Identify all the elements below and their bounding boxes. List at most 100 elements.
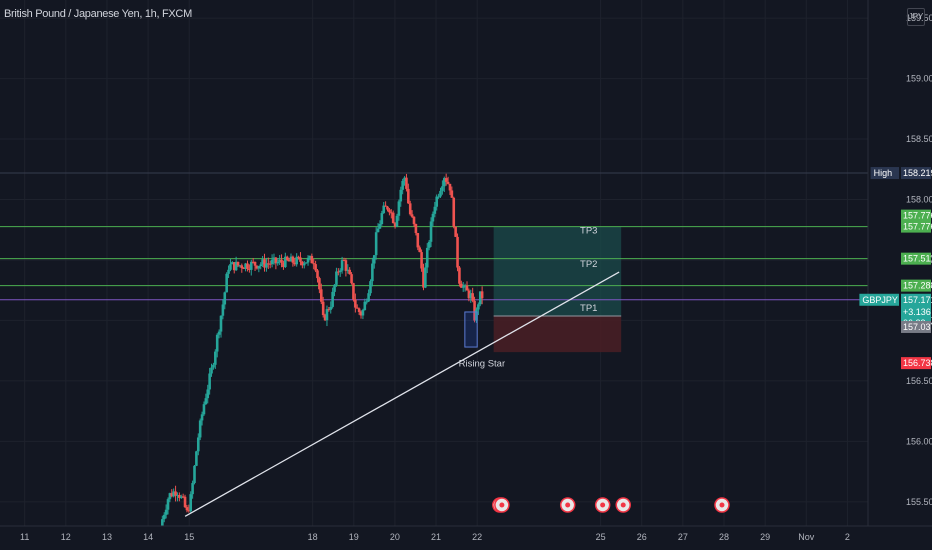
x-tick-label: 2 xyxy=(845,532,850,542)
x-tick-label: 27 xyxy=(678,532,688,542)
candle-body xyxy=(439,190,442,197)
candle-body xyxy=(232,262,236,271)
candle-body xyxy=(350,274,353,284)
candle-body xyxy=(467,290,471,299)
candle-body xyxy=(460,283,463,288)
y-tick-label: 159.000 xyxy=(906,74,932,84)
price-label-text: 158.219 xyxy=(903,168,932,178)
candle-body xyxy=(414,224,418,233)
candle-body xyxy=(401,180,404,190)
candle-body xyxy=(407,188,410,204)
price-label-text: 156.738 xyxy=(903,358,932,368)
candle-body xyxy=(424,267,427,288)
candle-body xyxy=(183,496,187,508)
annotation-rising-star: Rising Star xyxy=(459,358,505,369)
candle-body xyxy=(295,256,298,265)
candle-body xyxy=(302,263,306,266)
candle-body xyxy=(416,232,420,248)
candle-body xyxy=(471,293,474,301)
candle-body xyxy=(195,451,198,466)
candle-body xyxy=(399,189,403,202)
candle-body xyxy=(191,483,194,495)
candle-body xyxy=(210,367,213,374)
candle-body xyxy=(178,494,181,498)
annotation-tp1: TP1 xyxy=(580,303,597,314)
x-tick-label: 11 xyxy=(20,532,29,542)
candle-body xyxy=(287,259,291,262)
candle-body xyxy=(444,178,448,182)
candle-body xyxy=(367,293,370,302)
x-tick-label: 14 xyxy=(143,532,153,542)
candle-body xyxy=(280,259,283,263)
candle-body xyxy=(200,414,204,421)
candle-body xyxy=(242,268,245,270)
candle-body xyxy=(217,331,221,335)
candle-body xyxy=(397,201,401,216)
candle-body xyxy=(170,493,174,497)
candle-body xyxy=(202,404,206,415)
candle-body xyxy=(162,514,166,520)
candle-body xyxy=(316,270,319,279)
stop-zone xyxy=(493,315,622,353)
price-label-text: 157.037 xyxy=(903,322,932,332)
candle-body xyxy=(282,262,285,268)
candle-body xyxy=(263,259,266,268)
candle-body xyxy=(446,181,450,184)
candle-body xyxy=(448,183,452,191)
x-tick-label: 28 xyxy=(719,532,729,542)
candle-body xyxy=(463,285,467,287)
currency-button[interactable]: JPY xyxy=(907,8,925,26)
price-label xyxy=(901,209,931,222)
candle-body xyxy=(333,284,336,292)
candle-body xyxy=(435,196,439,207)
candle-body xyxy=(204,398,208,405)
candle-body xyxy=(229,264,232,270)
y-tick-label: 155.500 xyxy=(906,497,932,507)
price-tag-text: GBPJPY xyxy=(862,295,898,305)
x-tick-label: 12 xyxy=(61,532,71,542)
candle-body xyxy=(255,265,259,269)
candle-body xyxy=(168,493,172,500)
event-marker-icon xyxy=(494,497,510,513)
candle-body xyxy=(456,236,459,268)
candle-body xyxy=(408,203,412,215)
candle-body xyxy=(391,212,395,224)
candle-body xyxy=(172,491,175,497)
time-axis xyxy=(0,526,932,550)
candle-body xyxy=(312,263,316,265)
x-tick-label: 20 xyxy=(390,532,400,542)
pattern-box xyxy=(464,311,478,348)
candle-body xyxy=(321,301,325,316)
candle-body xyxy=(193,465,196,484)
candle-body xyxy=(442,178,446,187)
candle-body xyxy=(429,221,433,242)
candle-body xyxy=(365,301,368,303)
candle-body xyxy=(355,307,359,309)
candle-body xyxy=(374,232,378,256)
candle-body xyxy=(389,212,393,214)
candle-body xyxy=(378,223,382,229)
candle-body xyxy=(361,310,365,316)
candle-body xyxy=(314,264,317,271)
candle-body xyxy=(388,209,391,213)
candle-body xyxy=(225,273,228,293)
chart-title: British Pound / Japanese Yen, 1h, FXCM xyxy=(4,8,192,20)
candle-body xyxy=(393,223,397,227)
price-label-text: 157.171 xyxy=(903,295,932,305)
candle-body xyxy=(318,278,321,290)
candle-body xyxy=(289,256,293,262)
candle-body xyxy=(240,265,244,269)
candle-body xyxy=(297,256,300,258)
price-label xyxy=(901,357,931,370)
candle-body xyxy=(452,197,456,227)
candle-body xyxy=(276,261,280,264)
candle-body xyxy=(338,270,342,272)
candle-body xyxy=(291,256,295,263)
candle-body xyxy=(310,255,314,264)
candle-body xyxy=(208,373,211,390)
candle-body xyxy=(179,496,183,498)
candle-body xyxy=(259,264,263,267)
candle-body xyxy=(335,271,338,285)
candle-body xyxy=(337,271,340,273)
